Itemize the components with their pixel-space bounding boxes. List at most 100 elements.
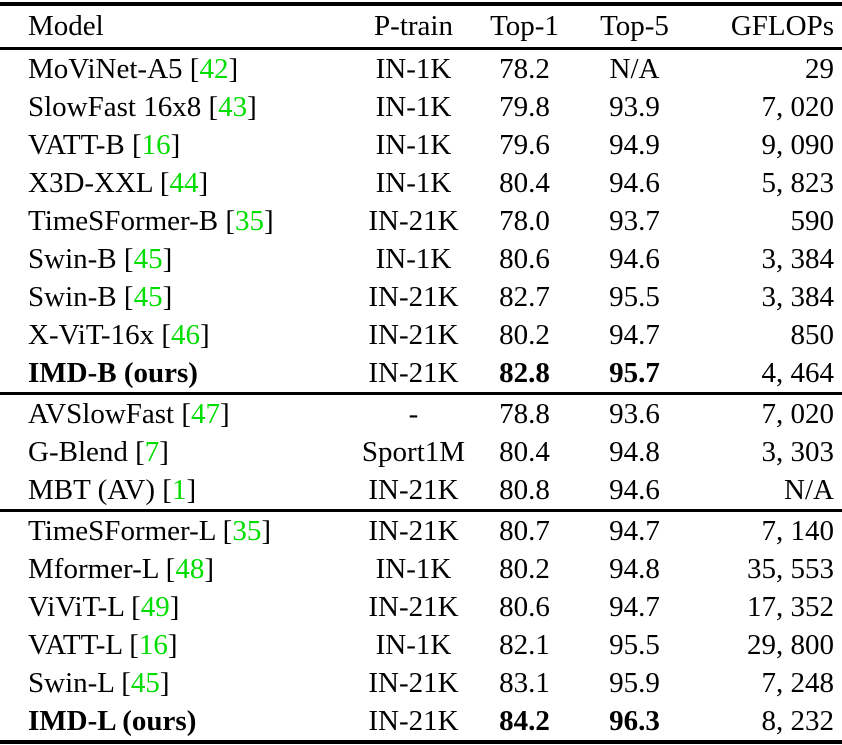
citation-bracket: ] [159, 435, 169, 468]
gflops-cell: 850 [790, 318, 835, 351]
top1-cell: 82.8 [499, 356, 550, 389]
citation-link[interactable]: 47 [191, 397, 221, 430]
model-cell: Swin-B [45] [0, 243, 340, 276]
gflops-cell: N/A [784, 473, 834, 506]
table-row: X3D-XXL [44] IN-1K 80.4 94.6 5, 823 [0, 164, 842, 202]
ptrain-cell: IN-1K [375, 166, 452, 199]
citation-link[interactable]: 1 [171, 473, 187, 506]
top5-cell: 94.6 [609, 166, 660, 199]
model-name: MBT (AV) [28, 473, 156, 506]
gflops-cell: 3, 303 [761, 435, 835, 468]
citation-link[interactable]: 46 [171, 318, 200, 351]
gflops-cell: 7, 140 [761, 514, 835, 547]
ptrain-cell: Sport1M [361, 435, 466, 468]
table-body: MoViNet-A5 [42] IN-1K 78.2 N/A 29 SlowFast 16… [0, 50, 842, 740]
citation-link[interactable]: 43 [218, 90, 248, 123]
citation-bracket: ] [264, 204, 274, 237]
model-name: Mformer-L [28, 552, 159, 585]
gflops-cell: 35, 553 [747, 552, 834, 585]
citation-link[interactable]: 44 [169, 166, 199, 199]
table-row: ViViT-L [49] IN-21K 80.6 94.7 17, 352 [0, 588, 842, 626]
citation-bracket: [ [113, 666, 131, 699]
model-name: Swin-B [28, 242, 117, 275]
citation-link[interactable]: 42 [199, 52, 229, 85]
citation-link[interactable]: 35 [232, 514, 262, 547]
citation-link[interactable]: 48 [175, 552, 205, 585]
ptrain-cell: IN-1K [375, 242, 452, 275]
top1-cell: 80.2 [499, 552, 550, 585]
ptrain-cell: IN-21K [368, 704, 459, 737]
ptrain-cell: IN-21K [368, 514, 459, 547]
table-section: MoViNet-A5 [42] IN-1K 78.2 N/A 29 SlowFast 16… [0, 50, 842, 392]
top1-cell: 83.1 [499, 666, 550, 699]
citation-link[interactable]: 45 [130, 666, 160, 699]
citation-link[interactable]: 35 [235, 204, 265, 237]
ptrain-cell: IN-21K [368, 204, 459, 237]
ptrain-cell: IN-21K [368, 666, 459, 699]
model-cell: SlowFast 16x8 [43] [0, 91, 340, 124]
model-cell: IMD-B (ours) [0, 357, 340, 390]
citation-link[interactable]: 16 [138, 628, 168, 661]
citation-link[interactable]: 45 [133, 242, 163, 275]
table-row: AVSlowFast [47] - 78.8 93.6 7, 020 [0, 395, 842, 433]
gflops-cell: 17, 352 [747, 590, 834, 623]
top5-cell: 93.9 [609, 90, 660, 123]
citation-link[interactable]: 45 [133, 280, 163, 313]
model-cell: Swin-L [45] [0, 667, 340, 700]
citation-link[interactable]: 16 [141, 128, 171, 161]
citation-bracket: [ [158, 552, 176, 585]
ptrain-cell: IN-1K [375, 552, 452, 585]
top5-cell: 94.8 [609, 552, 660, 585]
table-row: Swin-L [45] IN-21K 83.1 95.9 7, 248 [0, 664, 842, 702]
gflops-cell: 8, 232 [761, 704, 835, 737]
top5-cell: 96.3 [609, 704, 660, 737]
ptrain-cell: IN-21K [368, 473, 459, 506]
citation-bracket: ] [204, 552, 214, 585]
citation-bracket: ] [228, 52, 239, 85]
citation-link[interactable]: 7 [144, 435, 160, 468]
citation-bracket: ] [170, 128, 181, 161]
citation-bracket: [ [155, 473, 172, 506]
model-cell: ViViT-L [49] [0, 591, 340, 624]
top5-cell: 94.7 [609, 514, 660, 547]
model-cell: Swin-B [45] [0, 281, 340, 314]
top5-cell: 95.5 [609, 280, 660, 313]
ptrain-cell: IN-21K [368, 590, 459, 623]
ptrain-cell: IN-21K [368, 356, 459, 389]
top5-cell: 94.6 [609, 242, 660, 275]
table-row: MBT (AV) [1] IN-21K 80.8 94.6 N/A [0, 471, 842, 509]
table-row: G-Blend [7] Sport1M 80.4 94.8 3, 303 [0, 433, 842, 471]
top1-cell: 78.8 [499, 397, 550, 430]
model-cell: Mformer-L [48] [0, 553, 340, 586]
table-row: SlowFast 16x8 [43] IN-1K 79.8 93.9 7, 020 [0, 88, 842, 126]
citation-bracket: ] [261, 514, 271, 547]
model-name: AVSlowFast [28, 397, 175, 430]
gflops-cell: 29, 800 [747, 628, 834, 661]
model-cell: G-Blend [7] [0, 436, 340, 469]
citation-bracket: [ [201, 90, 219, 123]
table-row: Swin-B [45] IN-1K 80.6 94.6 3, 384 [0, 240, 842, 278]
citation-bracket: [ [154, 318, 171, 351]
model-cell: AVSlowFast [47] [0, 398, 340, 431]
model-name: TimeSFormer-B [28, 204, 219, 237]
table-row: X-ViT-16x [46] IN-21K 80.2 94.7 850 [0, 316, 842, 354]
citation-bracket: [ [215, 514, 233, 547]
model-name: VATT-B [28, 128, 125, 161]
gflops-cell: 29 [805, 52, 834, 85]
gflops-cell: 5, 823 [761, 166, 835, 199]
model-cell: X-ViT-16x [46] [0, 319, 340, 352]
citation-bracket: [ [124, 128, 142, 161]
model-name: G-Blend [28, 435, 128, 468]
model-cell: X3D-XXL [44] [0, 167, 340, 200]
citation-bracket: [ [122, 628, 139, 661]
table-row: Mformer-L [48] IN-1K 80.2 94.8 35, 553 [0, 550, 842, 588]
gflops-cell: 3, 384 [761, 242, 835, 275]
gflops-cell: 3, 384 [761, 280, 835, 313]
top1-cell: 80.8 [499, 473, 550, 506]
citation-bracket: ] [198, 166, 209, 199]
citation-link[interactable]: 49 [140, 590, 170, 623]
top5-cell: 95.9 [609, 666, 660, 699]
gflops-cell: 7, 020 [761, 397, 835, 430]
citation-bracket: [ [182, 52, 200, 85]
top1-cell: 78.0 [499, 204, 550, 237]
